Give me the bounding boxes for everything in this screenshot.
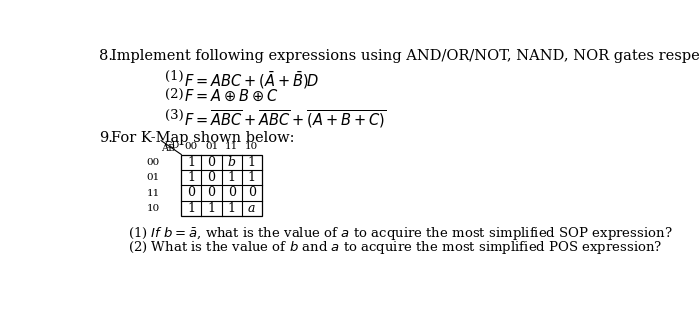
Text: 9.: 9. xyxy=(99,131,113,145)
Text: (2): (2) xyxy=(165,88,183,101)
Text: 11: 11 xyxy=(146,188,160,198)
Text: $F = \overline{ABC} + \overline{ABC} + \overline{(A+B+C)}$: $F = \overline{ABC} + \overline{ABC} + \… xyxy=(184,109,386,131)
Text: 0: 0 xyxy=(207,156,216,169)
Text: CD: CD xyxy=(164,141,179,150)
Text: (3): (3) xyxy=(165,109,183,122)
Text: 10: 10 xyxy=(146,204,160,213)
Text: Implement following expressions using AND/OR/NOT, NAND, NOR gates respectively.: Implement following expressions using AN… xyxy=(111,49,700,63)
Text: 10: 10 xyxy=(245,142,258,151)
Text: 01: 01 xyxy=(205,142,218,151)
Text: 0: 0 xyxy=(248,187,256,200)
Text: 1: 1 xyxy=(248,171,256,184)
Text: b: b xyxy=(228,156,236,169)
Text: 1: 1 xyxy=(188,156,195,169)
Text: $F = ABC + (\bar{A}+\bar{B})D$: $F = ABC + (\bar{A}+\bar{B})D$ xyxy=(184,70,319,91)
Text: 0: 0 xyxy=(228,187,236,200)
Text: (2) What is the value of $b$ and $a$ to acquire the most simplified POS expressi: (2) What is the value of $b$ and $a$ to … xyxy=(128,239,662,256)
Text: (1) $If\ b = \bar{a}$, what is the value of $a$ to acquire the most simplified S: (1) $If\ b = \bar{a}$, what is the value… xyxy=(128,225,673,242)
Text: 1: 1 xyxy=(188,171,195,184)
Text: 00: 00 xyxy=(185,142,198,151)
Text: 11: 11 xyxy=(225,142,238,151)
Text: (1): (1) xyxy=(165,70,183,83)
Text: 0: 0 xyxy=(207,171,216,184)
Text: 8.: 8. xyxy=(99,49,113,63)
Text: For K-Map shown below:: For K-Map shown below: xyxy=(111,131,294,145)
Text: 1: 1 xyxy=(228,171,236,184)
Text: 1: 1 xyxy=(228,202,236,215)
Text: 1: 1 xyxy=(207,202,216,215)
Text: 0: 0 xyxy=(207,187,216,200)
Text: 00: 00 xyxy=(146,158,160,167)
Text: 0: 0 xyxy=(188,187,195,200)
Text: a: a xyxy=(248,202,256,215)
Text: AB: AB xyxy=(161,144,176,153)
Text: 1: 1 xyxy=(188,202,195,215)
Text: 01: 01 xyxy=(146,173,160,182)
Text: 1: 1 xyxy=(248,156,256,169)
Text: $F = A \oplus B \oplus C$: $F = A \oplus B \oplus C$ xyxy=(184,88,279,103)
Bar xyxy=(181,154,262,216)
